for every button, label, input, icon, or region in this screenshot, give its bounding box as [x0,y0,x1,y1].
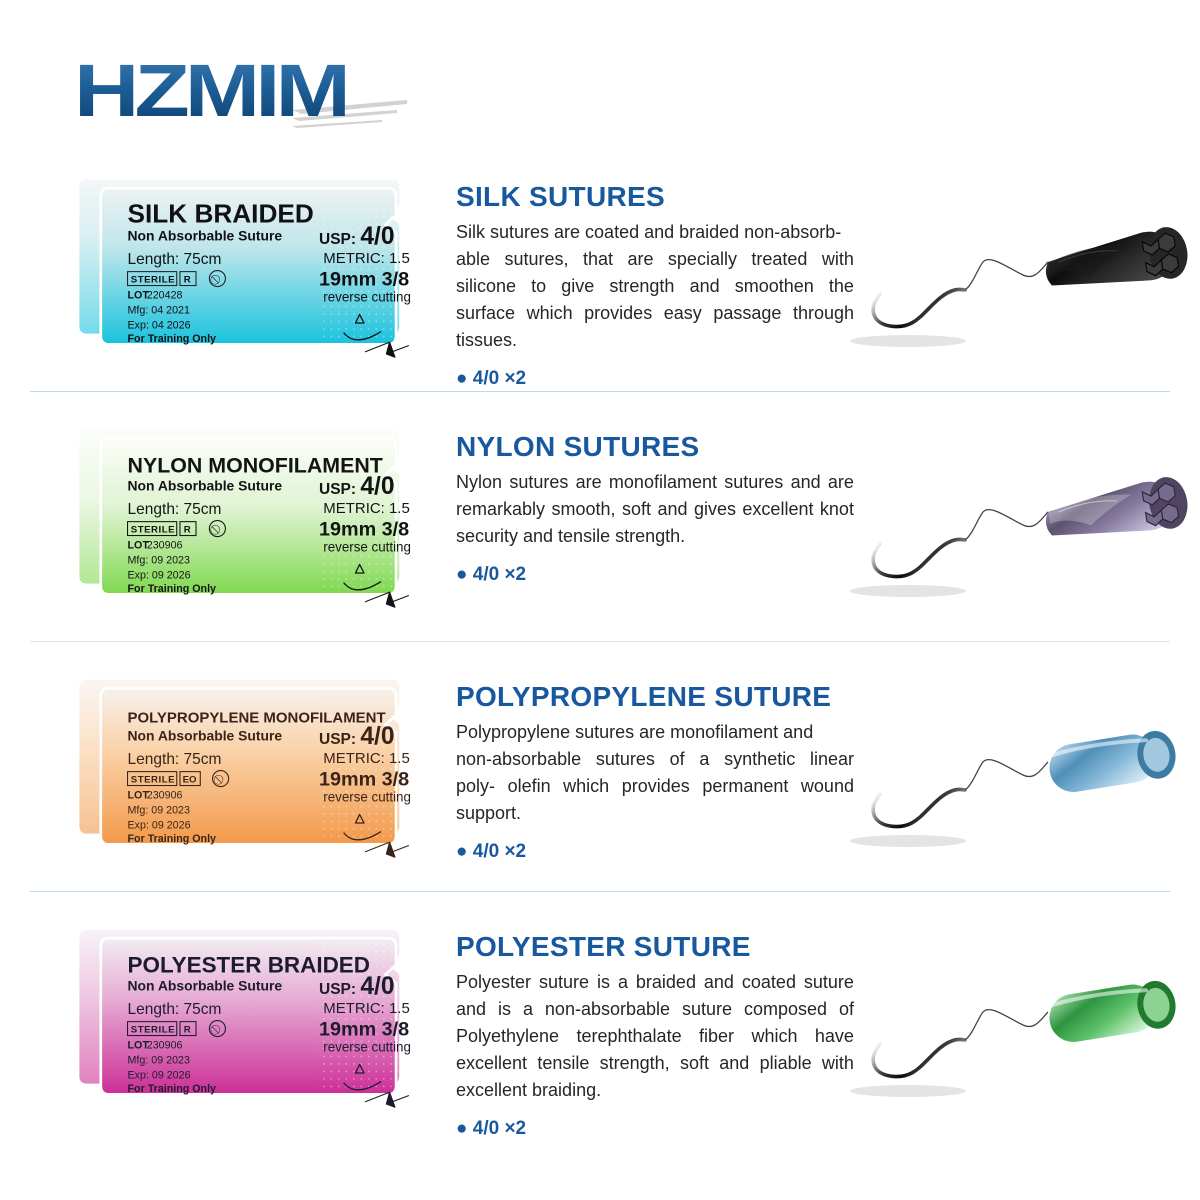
svg-text:19mm 3/8: 19mm 3/8 [319,769,409,791]
svg-text:Non Absorbable Suture: Non Absorbable Suture [128,228,283,244]
svg-text:EO: EO [183,774,197,785]
svg-text:METRIC: 1.5: METRIC: 1.5 [323,1000,410,1017]
svg-text:R: R [184,524,191,535]
svg-text:220428: 220428 [147,289,183,301]
svg-text:R: R [184,274,191,285]
svg-text:19mm 3/8: 19mm 3/8 [319,1019,409,1041]
svg-text:reverse cutting: reverse cutting [323,790,411,805]
svg-text:STERILE: STERILE [131,524,175,535]
svg-text:Mfg: 04 2021: Mfg: 04 2021 [128,304,190,316]
svg-text:For Training Only: For Training Only [128,1083,217,1095]
svg-text:NYLON MONOFILAMENT: NYLON MONOFILAMENT [128,453,383,477]
svg-text:HZMIM: HZMIM [74,49,346,132]
svg-text:reverse cutting: reverse cutting [323,540,411,555]
svg-text:Length: 75cm: Length: 75cm [128,501,222,518]
svg-text:230906: 230906 [147,1039,183,1051]
svg-text:reverse cutting: reverse cutting [323,1040,411,1055]
svg-text:Mfg: 09 2023: Mfg: 09 2023 [128,554,190,566]
svg-text:SILK BRAIDED: SILK BRAIDED [128,198,314,228]
svg-text:POLYPROPYLENE MONOFILAMENT: POLYPROPYLENE MONOFILAMENT [128,709,386,726]
svg-text:Length: 75cm: Length: 75cm [128,751,222,768]
svg-text:METRIC: 1.5: METRIC: 1.5 [323,500,410,517]
svg-text:Non Absorbable Suture: Non Absorbable Suture [128,478,283,494]
svg-text:Exp: 09 2026: Exp: 09 2026 [128,819,191,831]
svg-text:19mm 3/8: 19mm 3/8 [319,519,409,541]
svg-text:METRIC: 1.5: METRIC: 1.5 [323,750,410,767]
svg-text:For Training Only: For Training Only [128,583,217,595]
svg-text:Mfg: 09 2023: Mfg: 09 2023 [128,804,190,816]
svg-text:Non Absorbable Suture: Non Absorbable Suture [128,728,283,744]
svg-text:230906: 230906 [147,539,183,551]
svg-text:POLYESTER BRAIDED: POLYESTER BRAIDED [128,952,370,977]
svg-text:For Training Only: For Training Only [128,833,217,845]
svg-text:Exp: 09 2026: Exp: 09 2026 [128,1069,191,1081]
svg-text:METRIC: 1.5: METRIC: 1.5 [323,250,410,267]
svg-text:230906: 230906 [147,789,183,801]
svg-text:Non Absorbable Suture: Non Absorbable Suture [128,978,283,994]
svg-text:Length: 75cm: Length: 75cm [128,1001,222,1018]
svg-text:Length: 75cm: Length: 75cm [128,251,222,268]
svg-text:Mfg: 09 2023: Mfg: 09 2023 [128,1054,190,1066]
svg-text:For Training Only: For Training Only [128,333,217,345]
svg-text:Exp: 04 2026: Exp: 04 2026 [128,319,191,331]
svg-text:Exp: 09 2026: Exp: 09 2026 [128,569,191,581]
svg-text:19mm 3/8: 19mm 3/8 [319,269,409,291]
svg-text:reverse cutting: reverse cutting [323,290,411,305]
svg-text:STERILE: STERILE [131,274,175,285]
svg-text:STERILE: STERILE [131,774,175,785]
svg-text:R: R [184,1024,191,1035]
svg-text:STERILE: STERILE [131,1024,175,1035]
